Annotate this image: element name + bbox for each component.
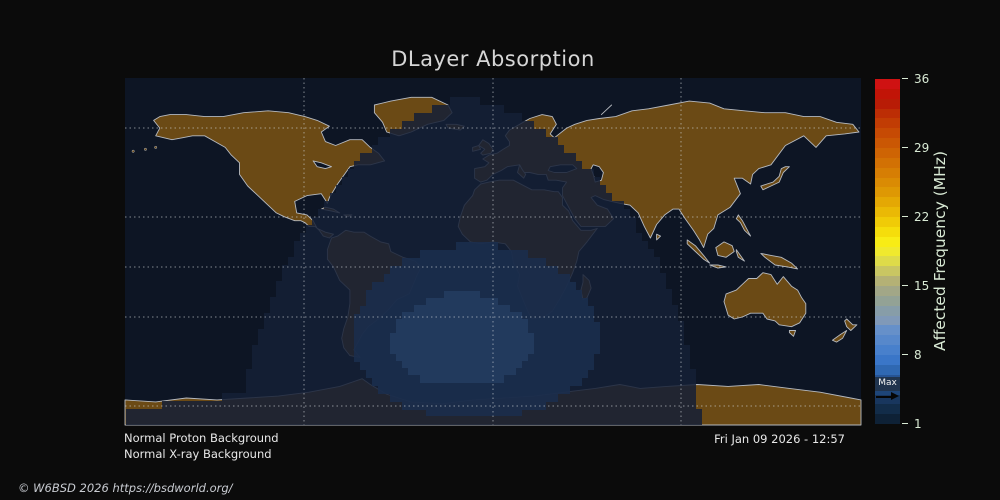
colorbar-segment	[875, 266, 900, 277]
island-dot	[154, 145, 158, 149]
colorbar-tick: 36	[875, 72, 935, 86]
colorbar-tick-label: 29	[914, 141, 930, 155]
colorbar-segment	[875, 207, 900, 218]
colorbar-segment	[875, 414, 900, 425]
xray-status-label: Normal X-ray Background	[124, 447, 272, 461]
landmass	[760, 252, 799, 270]
colorbar-segment	[875, 345, 900, 356]
tick-mark-icon	[902, 354, 908, 355]
colorbar-segment	[875, 79, 900, 89]
colorbar-tick-label: 15	[914, 279, 930, 293]
colorbar-tick-label: 1	[914, 417, 922, 431]
colorbar-segment	[875, 236, 900, 247]
page-title: DLayer Absorption	[391, 47, 595, 71]
colorbar-segment	[875, 295, 900, 306]
landmass	[735, 214, 752, 237]
tick-mark-icon	[902, 216, 908, 217]
colorbar-gradient	[875, 79, 900, 425]
colorbar-segment	[875, 364, 900, 375]
colorbar-segment	[875, 276, 900, 287]
colorbar-segment	[875, 315, 900, 326]
colorbar-segment	[875, 305, 900, 316]
landmass	[656, 233, 662, 241]
colorbar-segment	[875, 335, 900, 346]
colorbar-segment	[875, 217, 900, 227]
colorbar-axis-label: Affected Frequency (MHz)	[931, 151, 949, 351]
colorbar-segment	[875, 404, 900, 415]
landmass	[153, 110, 386, 239]
colorbar-tick: 1	[875, 417, 935, 431]
landmass	[686, 239, 711, 264]
background-status: Normal Proton Background Normal X-ray Ba…	[124, 430, 279, 462]
tick-mark-icon	[902, 78, 908, 79]
max-marker: Max	[875, 377, 900, 391]
colorbar-ticks: 36 29 22 15 8 1	[875, 72, 935, 431]
colorbar-segment	[875, 394, 900, 405]
timestamp-label: Fri Jan 09 2026 - 12:57	[714, 432, 845, 446]
colorbar-tick: 8	[875, 348, 935, 362]
landmass	[715, 241, 735, 258]
landmass	[600, 104, 613, 116]
colorbar-segment	[875, 108, 900, 119]
tick-mark-icon	[902, 423, 908, 424]
landmass	[844, 318, 858, 331]
proton-status-label: Normal Proton Background	[124, 431, 279, 445]
colorbar-segment	[875, 187, 900, 198]
colorbar-segment	[875, 177, 900, 188]
colorbar-segment	[875, 157, 900, 168]
colorbar-tick: 15	[875, 279, 935, 293]
colorbar-segment	[875, 226, 900, 237]
colorbar-segment	[875, 98, 900, 109]
tick-mark-icon	[902, 147, 908, 148]
colorbar-segment	[875, 128, 900, 139]
colorbar-segment	[875, 355, 900, 365]
graticule	[125, 78, 861, 425]
copyright-label: © W6BSD 2026 https://bsdworld.org/	[18, 481, 233, 495]
colorbar-tick: 29	[875, 141, 935, 155]
colorbar-segment	[875, 148, 900, 158]
colorbar-segment	[875, 325, 900, 336]
absorption-band-inner	[390, 291, 534, 383]
colorbar-segment	[875, 256, 900, 267]
island-dot	[131, 149, 135, 153]
colorbar-segment	[875, 246, 900, 257]
landmass	[723, 272, 807, 328]
landmass	[788, 330, 797, 337]
colorbar-segment	[875, 88, 900, 99]
landmass	[312, 160, 332, 170]
colorbar-tick-label: 8	[914, 348, 922, 362]
island-dot	[143, 147, 147, 151]
tick-mark-icon	[902, 285, 908, 286]
landmass	[831, 330, 848, 343]
colorbar-segment	[875, 286, 900, 296]
colorbar-segment	[875, 167, 900, 178]
landmass	[760, 166, 790, 191]
colorbar-segment	[875, 138, 900, 149]
colorbar-tick: 22	[875, 210, 935, 224]
landmass	[735, 249, 745, 262]
colorbar-tick-label: 22	[914, 210, 930, 224]
colorbar-segment	[875, 197, 900, 208]
colorbar-segment	[875, 118, 900, 129]
colorbar-tick-label: 36	[914, 72, 930, 86]
max-arrow-icon	[876, 392, 899, 401]
